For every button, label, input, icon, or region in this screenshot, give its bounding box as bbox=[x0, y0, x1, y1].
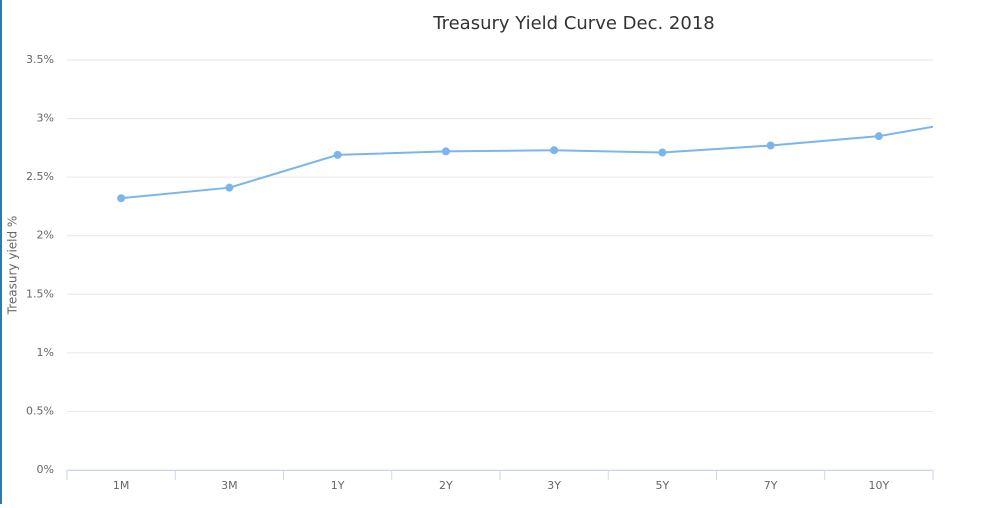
point bbox=[117, 194, 126, 203]
x-tick-label: 10Y bbox=[869, 479, 890, 492]
y-tick-label: 3.5% bbox=[26, 53, 54, 66]
y-tick-label: 1% bbox=[37, 346, 54, 359]
y-tick-label: 0.5% bbox=[26, 404, 54, 417]
point bbox=[225, 183, 234, 192]
x-tick-label: 1Y bbox=[331, 479, 345, 492]
point bbox=[333, 150, 342, 159]
line bbox=[121, 125, 933, 200]
x-tick-label: 7Y bbox=[764, 479, 778, 492]
point bbox=[658, 148, 667, 157]
x-tick-label: 5Y bbox=[656, 479, 670, 492]
x-tick-label: 3M bbox=[221, 479, 238, 492]
chart-title: Treasury Yield Curve Dec. 2018 bbox=[432, 13, 715, 34]
x-tick-label: 1M bbox=[113, 479, 130, 492]
left-border bbox=[0, 0, 2, 504]
y-tick-label: 2% bbox=[37, 229, 54, 242]
point bbox=[441, 147, 450, 156]
y-axis-label: Treasury yield % bbox=[6, 216, 20, 316]
x-tick-label: 2Y bbox=[439, 479, 453, 492]
y-tick-label: 0% bbox=[37, 463, 54, 476]
y-tick-label: 1.5% bbox=[26, 287, 54, 300]
point bbox=[766, 141, 775, 150]
y-tick-label: 2.5% bbox=[26, 170, 54, 183]
y-tick-label: 3% bbox=[37, 112, 54, 125]
point bbox=[874, 132, 883, 141]
x-tick-label: 3Y bbox=[547, 479, 561, 492]
point bbox=[550, 146, 559, 155]
